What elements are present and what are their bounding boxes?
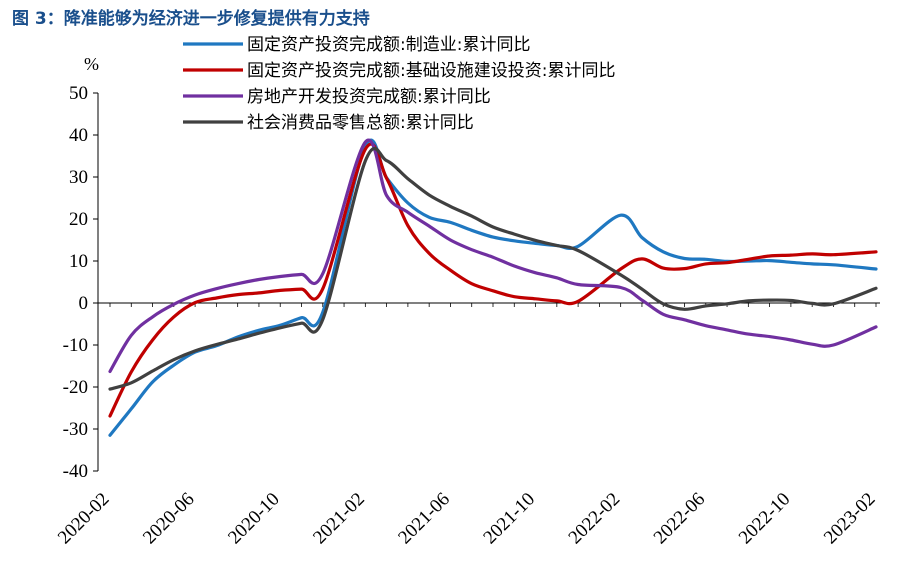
y-tick-label: 0 xyxy=(79,293,89,314)
x-tick-label: 2021-06 xyxy=(394,489,454,549)
x-tick-label: 2021-10 xyxy=(479,489,539,549)
x-tick-label: 2021-02 xyxy=(309,489,369,549)
y-tick-label: 50 xyxy=(69,83,88,104)
y-tick-label: -40 xyxy=(63,461,88,482)
x-tick-label: 2020-10 xyxy=(224,489,284,549)
x-tick-label: 2022-10 xyxy=(735,489,795,549)
series-line-2 xyxy=(108,142,878,418)
y-tick-label: -20 xyxy=(63,377,88,398)
x-tick-label: 2022-06 xyxy=(650,489,710,549)
x-tick-label: 2022-02 xyxy=(565,489,625,549)
y-tick-label: -30 xyxy=(63,419,88,440)
y-tick-label: -10 xyxy=(63,335,88,356)
y-tick-label: 30 xyxy=(69,167,88,188)
figure-title: 图 3：降准能够为经济进一步修复提供有力支持 xyxy=(12,9,370,29)
legend-label-1: 固定资产投资完成额:制造业:累计同比 xyxy=(247,35,530,55)
x-tick-label: 2023-02 xyxy=(820,489,880,549)
x-tick-label: 2020-06 xyxy=(139,489,199,549)
series-line-3 xyxy=(108,138,878,374)
y-tick-label: 40 xyxy=(69,125,88,146)
y-tick-label: 10 xyxy=(69,251,88,272)
legend-label-3: 房地产开发投资完成额:累计同比 xyxy=(247,87,491,107)
x-tick-label: 2020-02 xyxy=(54,489,114,549)
legend-label-4: 社会消费品零售总额:累计同比 xyxy=(247,113,474,133)
y-axis-unit: % xyxy=(84,54,99,74)
series-line-4 xyxy=(108,146,878,391)
y-tick-label: 20 xyxy=(69,209,88,230)
legend-label-2: 固定资产投资完成额:基础设施建设投资:累计同比 xyxy=(247,61,615,81)
